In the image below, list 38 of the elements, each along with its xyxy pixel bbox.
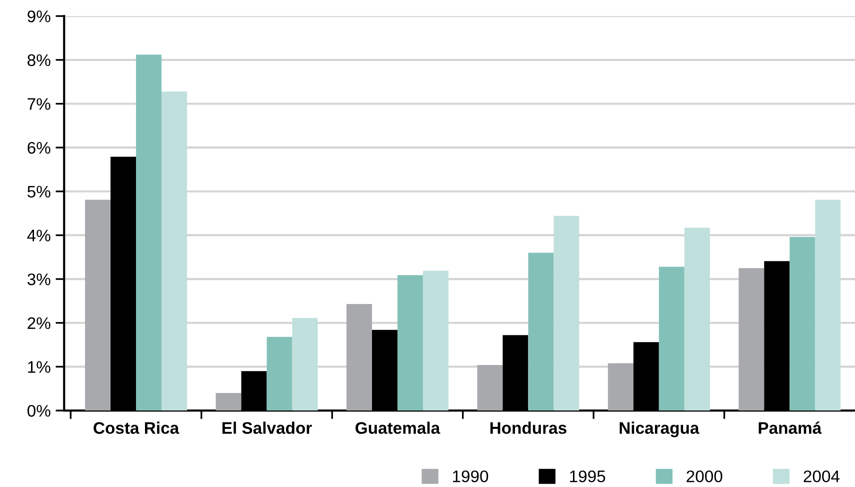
legend-label: 1995 — [570, 470, 606, 482]
bar — [658, 266, 684, 411]
y-tick-label: 4% — [27, 230, 50, 242]
bar — [684, 228, 710, 411]
bar — [292, 318, 318, 411]
bar — [216, 393, 242, 411]
bar — [815, 200, 841, 411]
y-tick-label: 0% — [27, 404, 50, 417]
bar — [528, 252, 554, 411]
bar — [162, 91, 188, 411]
y-tick-label: 3% — [27, 273, 50, 286]
x-tick-label: Guatemala — [356, 422, 440, 434]
bar — [477, 364, 503, 411]
x-tick-label: Nicaragua — [620, 422, 700, 438]
legend-label: 1990 — [452, 470, 488, 482]
bar — [790, 236, 816, 411]
bar — [346, 304, 372, 411]
y-tick-label: 9% — [28, 10, 50, 22]
x-tick-label: Panamá — [758, 422, 822, 434]
x-tick-label: El Salvador — [222, 422, 312, 434]
bar — [397, 275, 423, 411]
y-tick-label: 1% — [28, 361, 50, 373]
y-tick-label: 2% — [28, 317, 50, 330]
bar — [608, 363, 634, 411]
bar — [554, 216, 580, 411]
bar — [136, 54, 162, 411]
y-tick-label: 6% — [28, 142, 50, 154]
bar — [422, 270, 448, 411]
bar — [85, 200, 111, 411]
legend-label: 2000 — [686, 470, 722, 482]
legend-label: 2004 — [804, 470, 840, 482]
bar — [738, 268, 764, 411]
x-tick-label: Honduras — [490, 422, 566, 434]
y-tick-label: 7% — [28, 98, 50, 110]
y-tick-label: 8% — [28, 54, 50, 66]
bar — [266, 336, 292, 411]
y-tick-label: 5% — [28, 186, 50, 198]
x-tick-label: Costa Rica — [94, 422, 180, 434]
